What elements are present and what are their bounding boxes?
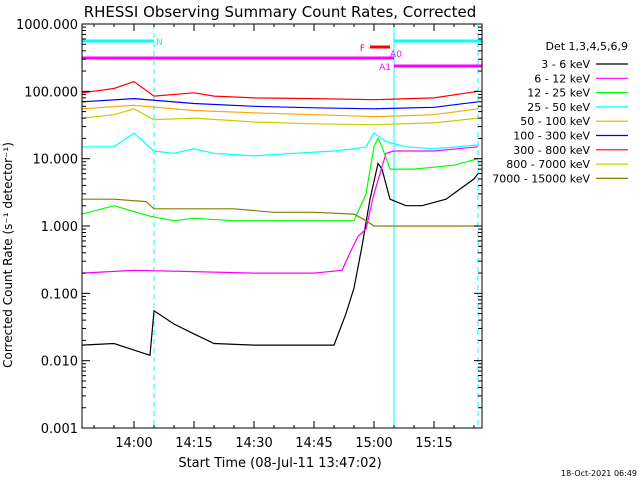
y-tick-label-1: 100.000 [24, 85, 78, 100]
legend-label-1: 6 - 12 keV [534, 72, 590, 85]
y-tick-label-6: 0.001 [41, 422, 78, 437]
legend-label-0: 3 - 6 keV [541, 58, 590, 71]
series-line-2 [81, 137, 479, 222]
series-line-5 [81, 97, 479, 110]
y-tick-label-2: 10.000 [33, 153, 79, 168]
x-tick-label-2: 14:30 [235, 436, 272, 451]
legend-label-3: 25 - 50 keV [527, 101, 590, 114]
x-tick-label-4: 15:00 [355, 436, 392, 451]
legend-label-7: 800 - 7000 keV [506, 158, 590, 171]
flag-label-a0: A0 [390, 50, 402, 60]
axes: 14:00 14:15 14:30 14:45 15:00 15:15 1000.000 10… [16, 18, 482, 451]
x-tick-label-0: 14:00 [115, 436, 152, 451]
series-line-8 [82, 198, 478, 227]
flag-label-f: F [360, 44, 365, 54]
y-axis-label: Corrected Count Rate (s⁻¹ detector⁻¹) [1, 142, 15, 368]
chart-title: RHESSI Observing Summary Count Rates, Co… [84, 3, 477, 21]
legend-title: Det 1,3,4,5,6,9 [545, 40, 628, 53]
x-axis-label: Start Time (08-Jul-11 13:47:02) [178, 456, 381, 471]
legend-label-4: 50 - 100 keV [520, 115, 590, 128]
footer-date: 18-Oct-2021 06:49 [561, 469, 637, 478]
legend-label-2: 12 - 25 keV [527, 87, 590, 100]
y-tick-label-4: 0.100 [41, 287, 78, 302]
x-tick-label-5: 15:15 [415, 436, 452, 451]
series-lines [81, 80, 479, 357]
x-tick-label-3: 14:45 [295, 436, 332, 451]
series-line-7 [81, 108, 479, 126]
series-line-1 [81, 146, 479, 274]
series-line-3 [82, 132, 479, 157]
y-tick-label-3: 1.000 [41, 220, 78, 235]
legend-label-6: 300 - 800 keV [513, 144, 590, 157]
y-tick-label-5: 0.010 [41, 355, 78, 370]
series-line-6 [81, 80, 479, 101]
y-tick-label-0: 1000.000 [16, 18, 78, 33]
flag-bars: N F A0 A1 [82, 38, 482, 73]
x-tick-label-1: 14:15 [175, 436, 212, 451]
legend-label-5: 100 - 300 keV [513, 130, 590, 143]
flag-label-n: N [156, 38, 163, 48]
flag-label-a1: A1 [379, 63, 391, 73]
series-line-4 [81, 104, 479, 118]
series-line-0 [81, 161, 479, 357]
legend-label-8: 7000 - 15000 keV [492, 172, 590, 185]
